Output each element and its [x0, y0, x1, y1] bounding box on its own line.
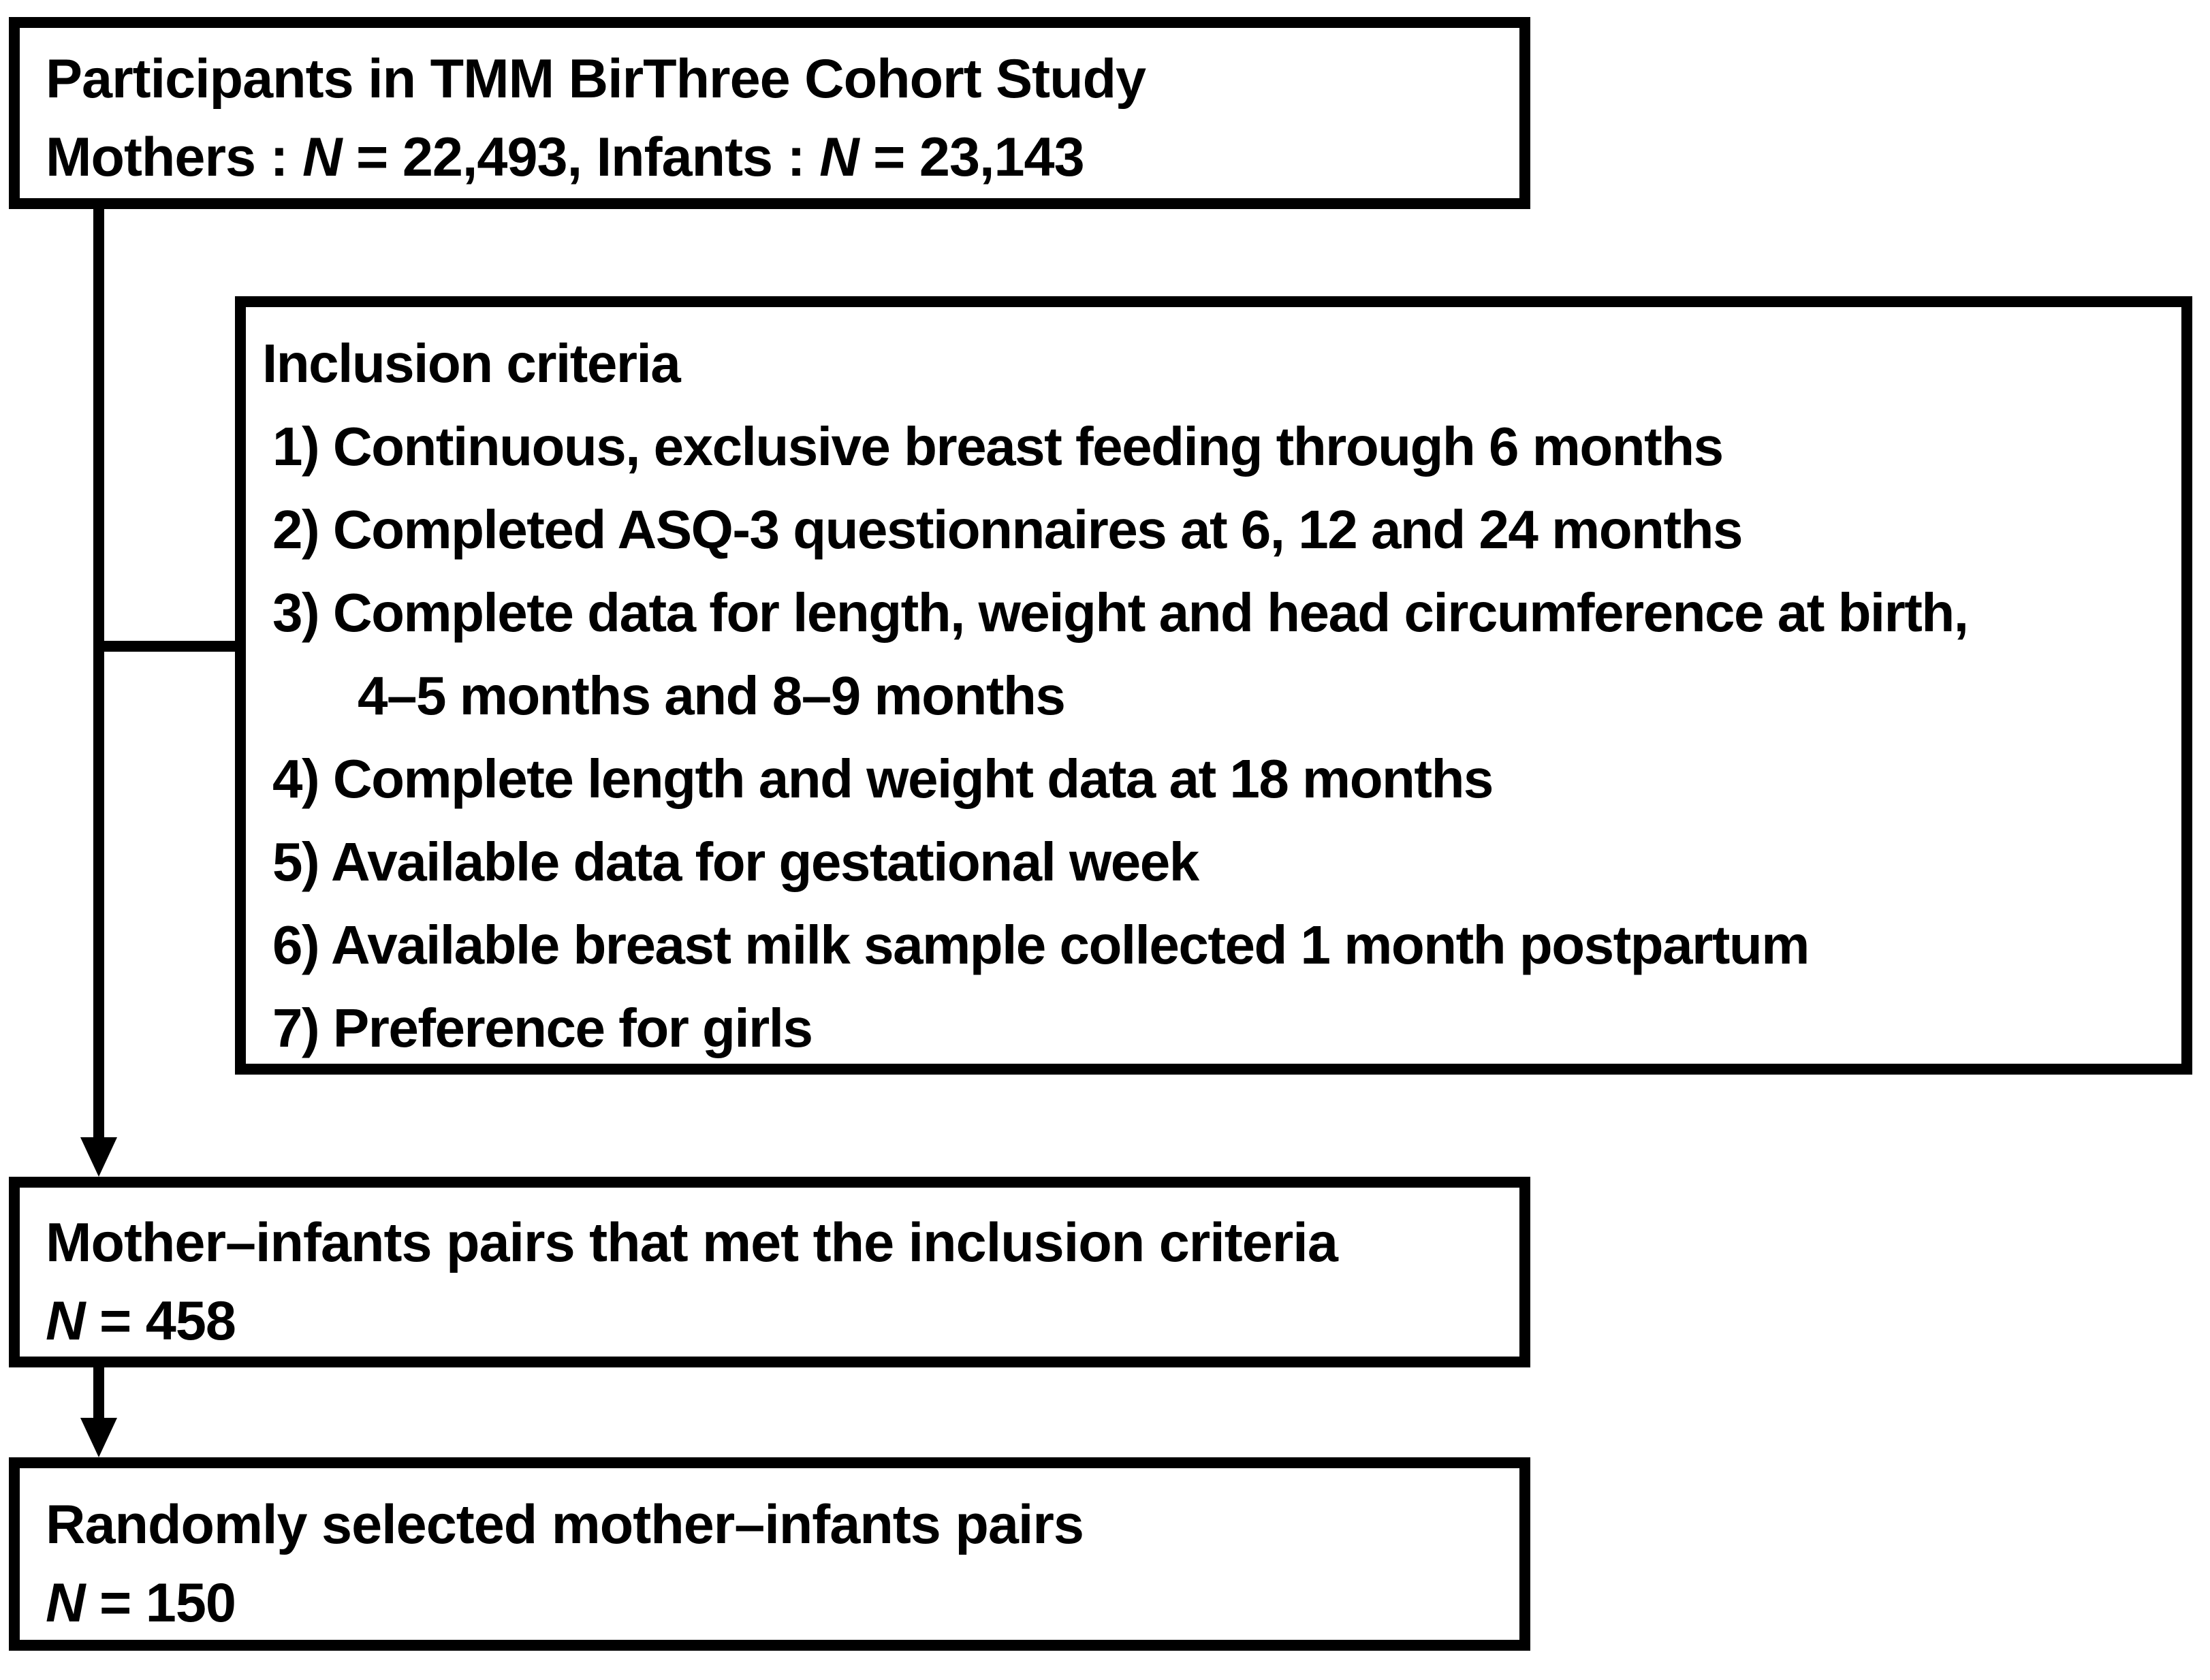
box-met-stats: N = 458: [46, 1282, 1513, 1361]
inclusion-item-2: 2) Completed ASQ-3 questionnaires at 6, …: [272, 499, 1743, 560]
arrow-down-icon: [80, 1418, 117, 1457]
mothers-label: Mothers :: [46, 127, 303, 188]
inclusion-item-7: 7) Preference for girls: [272, 998, 813, 1058]
n-symbol: N: [46, 1290, 85, 1352]
arrow-down-icon: [80, 1137, 117, 1177]
infants-label: Infants :: [596, 127, 820, 188]
box-cohort-title: Participants in TMM BirThree Cohort Stud…: [46, 48, 1146, 110]
arrow2-connector-line: [93, 1366, 104, 1421]
n-symbol: N: [302, 127, 342, 188]
box-randomly-selected: Randomly selected mother–infants pairs N…: [9, 1457, 1530, 1651]
n-symbol: N: [819, 127, 859, 188]
box-met-criteria: Mother–infants pairs that met the inclus…: [9, 1177, 1530, 1367]
box-met-title: Mother–infants pairs that met the inclus…: [46, 1212, 1338, 1273]
inclusion-item-6: 6) Available breast milk sample collecte…: [272, 915, 1810, 975]
box-cohort-stats: Mothers : N = 22,493, Infants : N = 23,1…: [46, 118, 1513, 197]
n-symbol: N: [46, 1572, 85, 1634]
inclusion-heading: Inclusion criteria: [262, 333, 681, 394]
box-inclusion-criteria: Inclusion criteria 1) Continuous, exclus…: [235, 296, 2192, 1075]
mothers-value: = 22,493,: [341, 127, 597, 188]
met-n-value: = 458: [84, 1290, 236, 1352]
inclusion-item-3-continued: 4–5 months and 8–9 months: [358, 665, 1066, 726]
box-selected-stats: N = 150: [46, 1564, 1513, 1643]
branch-connector-line: [93, 641, 235, 652]
box-selected-title: Randomly selected mother–infants pairs: [46, 1494, 1084, 1555]
trunk-connector-line: [93, 206, 104, 1139]
box-cohort: Participants in TMM BirThree Cohort Stud…: [9, 17, 1530, 209]
infants-value: = 23,143: [858, 127, 1085, 188]
selected-n-value: = 150: [84, 1572, 236, 1634]
inclusion-item-4: 4) Complete length and weight data at 18…: [272, 748, 1494, 809]
inclusion-item-5: 5) Available data for gestational week: [272, 831, 1199, 892]
inclusion-item-1: 1) Continuous, exclusive breast feeding …: [272, 416, 1724, 477]
inclusion-item-3: 3) Complete data for length, weight and …: [272, 582, 1969, 643]
